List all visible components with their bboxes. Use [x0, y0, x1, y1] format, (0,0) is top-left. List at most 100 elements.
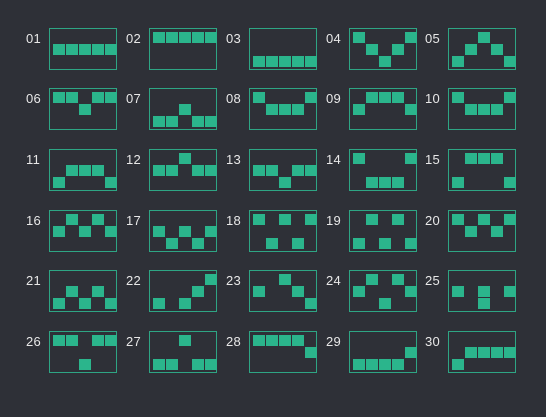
pattern-block [266, 335, 278, 346]
pattern-block [465, 44, 477, 55]
pattern-block [105, 44, 117, 55]
pattern-cell: 16 [26, 210, 122, 256]
pattern-cell: 03 [226, 28, 322, 74]
pattern-block [279, 177, 291, 188]
pattern-block [66, 165, 78, 176]
pattern-block [465, 104, 477, 115]
pattern-frame [349, 270, 417, 312]
pattern-block [205, 165, 217, 176]
pattern-number: 20 [425, 213, 441, 228]
pattern-cell: 29 [326, 331, 422, 377]
pattern-block [79, 104, 91, 115]
pattern-block [366, 92, 378, 103]
pattern-block [305, 56, 317, 67]
pattern-block [478, 153, 490, 164]
pattern-block [153, 298, 165, 309]
pattern-frame [448, 210, 516, 252]
pattern-cell: 25 [425, 270, 521, 316]
pattern-frame [448, 88, 516, 130]
pattern-number: 30 [425, 334, 441, 349]
pattern-number: 05 [425, 31, 441, 46]
pattern-block [452, 92, 464, 103]
pattern-frame [349, 28, 417, 70]
pattern-block [92, 165, 104, 176]
pattern-cell: 01 [26, 28, 122, 74]
pattern-cell: 13 [226, 149, 322, 195]
pattern-frame [349, 149, 417, 191]
pattern-block [253, 165, 265, 176]
pattern-block [305, 214, 317, 225]
pattern-block [504, 92, 516, 103]
pattern-block [353, 238, 365, 249]
pattern-block [192, 116, 204, 127]
pattern-number: 23 [226, 273, 242, 288]
pattern-block [166, 165, 178, 176]
pattern-block [379, 359, 391, 370]
pattern-frame [149, 270, 217, 312]
pattern-block [478, 32, 490, 43]
pattern-block [92, 286, 104, 297]
pattern-block [392, 177, 404, 188]
pattern-block [53, 226, 65, 237]
pattern-block [166, 238, 178, 249]
pattern-block [266, 238, 278, 249]
pattern-cell: 27 [126, 331, 222, 377]
pattern-frame [149, 210, 217, 252]
pattern-block [92, 335, 104, 346]
pattern-block [179, 32, 191, 43]
pattern-cell: 30 [425, 331, 521, 377]
pattern-block [478, 286, 490, 297]
pattern-block [379, 238, 391, 249]
pattern-number: 03 [226, 31, 242, 46]
pattern-frame [448, 28, 516, 70]
pattern-block [192, 359, 204, 370]
pattern-block [79, 359, 91, 370]
pattern-frame [249, 88, 317, 130]
pattern-block [392, 274, 404, 285]
pattern-cell: 06 [26, 88, 122, 134]
pattern-block [465, 226, 477, 237]
pattern-number: 15 [425, 152, 441, 167]
pattern-block [153, 165, 165, 176]
pattern-block [253, 286, 265, 297]
pattern-block [153, 116, 165, 127]
pattern-block [79, 165, 91, 176]
pattern-block [92, 92, 104, 103]
pattern-number: 09 [326, 91, 342, 106]
pattern-frame [149, 28, 217, 70]
pattern-block [205, 32, 217, 43]
pattern-block [105, 298, 117, 309]
pattern-cell: 18 [226, 210, 322, 256]
pattern-block [153, 32, 165, 43]
pattern-cell: 04 [326, 28, 422, 74]
pattern-block [392, 214, 404, 225]
pattern-frame [149, 149, 217, 191]
pattern-block [179, 335, 191, 346]
pattern-cell: 24 [326, 270, 422, 316]
pattern-block [105, 335, 117, 346]
pattern-block [79, 226, 91, 237]
pattern-block [392, 92, 404, 103]
pattern-block [253, 92, 265, 103]
pattern-block [353, 32, 365, 43]
pattern-block [92, 214, 104, 225]
pattern-block [279, 214, 291, 225]
pattern-block [366, 44, 378, 55]
pattern-block [92, 44, 104, 55]
pattern-cell: 26 [26, 331, 122, 377]
pattern-cell: 07 [126, 88, 222, 134]
pattern-block [105, 226, 117, 237]
pattern-block [166, 32, 178, 43]
pattern-cell: 12 [126, 149, 222, 195]
pattern-block [105, 177, 117, 188]
pattern-block [452, 286, 464, 297]
pattern-block [379, 177, 391, 188]
pattern-block [452, 359, 464, 370]
pattern-number: 29 [326, 334, 342, 349]
pattern-number: 16 [26, 213, 42, 228]
pattern-block [465, 347, 477, 358]
pattern-frame [49, 270, 117, 312]
pattern-block [392, 359, 404, 370]
pattern-block [53, 335, 65, 346]
pattern-block [292, 286, 304, 297]
